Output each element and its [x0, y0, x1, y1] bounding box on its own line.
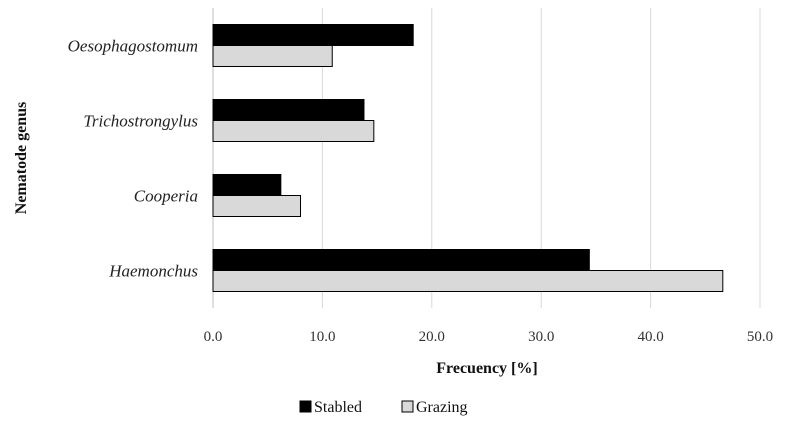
- bars: [212, 24, 724, 292]
- x-tick-label: 50.0: [747, 329, 773, 345]
- category-label: Cooperia: [134, 187, 198, 206]
- bar-stabled-trichostrongylus: [212, 99, 365, 121]
- legend-swatch-stabled: [299, 400, 312, 413]
- legend-label-grazing: Grazing: [416, 399, 468, 416]
- bar-grazing-oesophagostomum: [212, 45, 333, 67]
- x-tick-label: 30.0: [528, 329, 554, 345]
- x-tick-label: 20.0: [419, 329, 445, 345]
- category-label: Haemonchus: [108, 262, 198, 281]
- category-label: Oesophagostomum: [68, 37, 198, 56]
- bar-stabled-cooperia: [212, 174, 282, 196]
- x-axis-title: Frecuency [%]: [436, 360, 537, 377]
- x-tick-label: 40.0: [637, 329, 663, 345]
- bar-grazing-trichostrongylus: [212, 120, 375, 142]
- bar-stabled-oesophagostomum: [212, 24, 414, 46]
- bar-grazing-cooperia: [212, 195, 302, 217]
- legend-swatch-grazing: [401, 400, 414, 413]
- category-labels: Oesophagostomum Trichostrongylus Cooperia H…: [68, 37, 199, 281]
- x-tick-labels: 0.0 10.0 20.0 30.0 40.0 50.0: [204, 329, 774, 345]
- y-axis-title: Nematode genus: [13, 102, 30, 214]
- bar-grazing-haemonchus: [212, 270, 724, 292]
- bar-stabled-haemonchus: [212, 249, 590, 271]
- legend-label-stabled: Stabled: [314, 399, 362, 416]
- x-tick-label: 10.0: [309, 329, 335, 345]
- legend: Stabled Grazing: [299, 399, 468, 416]
- x-tick-label: 0.0: [204, 329, 223, 345]
- category-label: Trichostrongylus: [83, 112, 198, 131]
